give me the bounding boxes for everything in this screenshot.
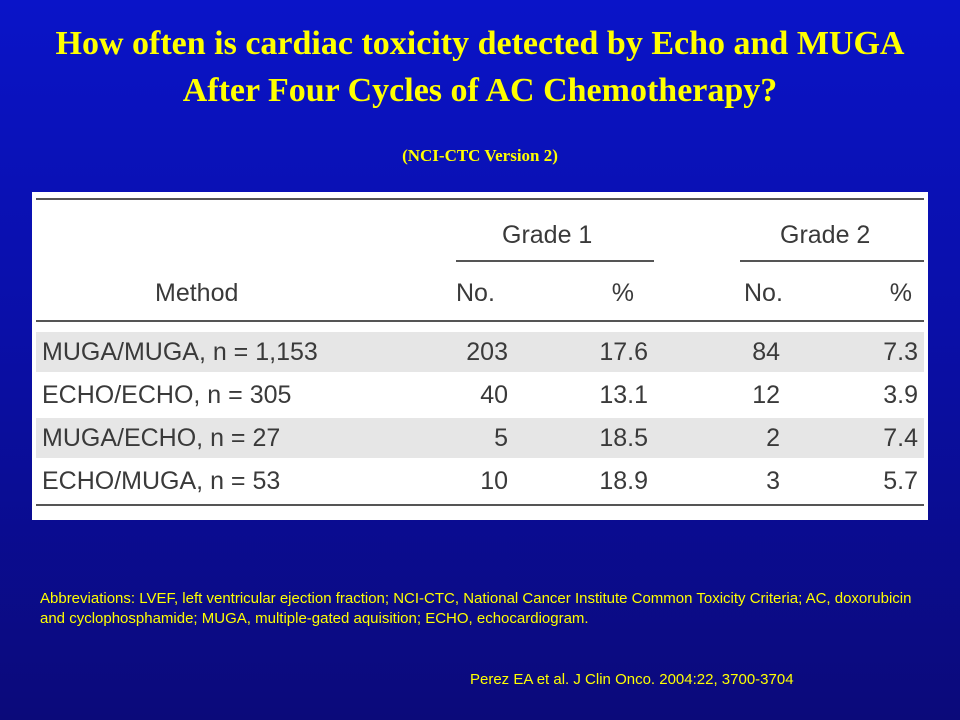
group-header-grade-1: Grade 1 <box>502 221 593 249</box>
table-row-1-grade-1-pct: 17.6 <box>599 338 648 366</box>
slide-subtitle: (NCI-CTC Version 2) <box>402 146 558 165</box>
column-header-grade-1-no: No. <box>456 279 495 307</box>
abbreviations-note: Abbreviations: LVEF, left ventricular ej… <box>40 590 912 627</box>
table-row-3-grade-1-no: 5 <box>494 424 508 452</box>
table-row-4-grade-1-no: 10 <box>480 467 508 495</box>
citation: Perez EA et al. J Clin Onco. 2004:22, 37… <box>470 671 794 688</box>
grade-1-underline <box>456 260 654 262</box>
table-row-1-grade-2-pct: 7.3 <box>883 338 918 366</box>
column-header-grade-2-no: No. <box>744 279 783 307</box>
group-header-grade-2: Grade 2 <box>780 221 871 249</box>
column-header-grade-1-pct: % <box>611 279 634 307</box>
table-row-3-grade-2-pct: 7.4 <box>883 424 918 452</box>
table-row-4-method: ECHO/MUGA, n = 53 <box>42 467 281 495</box>
table-row-1-grade-1-no: 203 <box>466 338 508 366</box>
table-row-3-grade-1-pct: 18.5 <box>599 424 648 452</box>
column-header-method: Method <box>155 279 239 307</box>
table-row-3-method: MUGA/ECHO, n = 27 <box>42 424 281 452</box>
table-bottom-rule <box>36 504 924 506</box>
table-row-3-grade-2-no: 2 <box>766 424 780 452</box>
table-row-4-grade-2-no: 3 <box>766 467 780 495</box>
table-row-4-grade-1-pct: 18.9 <box>599 467 648 495</box>
column-header-grade-2-pct: % <box>889 279 912 307</box>
table-row-2-method: ECHO/ECHO, n = 305 <box>42 381 292 409</box>
row-band-3 <box>36 418 924 458</box>
table-row-2-grade-2-no: 12 <box>752 381 780 409</box>
table-row-2-grade-1-pct: 13.1 <box>599 381 648 409</box>
slide-title-line-1: How often is cardiac toxicity detected b… <box>55 25 905 62</box>
table-row-1-grade-2-no: 84 <box>752 338 780 366</box>
row-band-1 <box>36 332 924 372</box>
table-row-1-method: MUGA/MUGA, n = 1,153 <box>42 338 318 366</box>
slide-title: How often is cardiac toxicity detected b… <box>0 20 960 114</box>
table-top-rule <box>36 198 924 200</box>
table-row-2-grade-2-pct: 3.9 <box>883 381 918 409</box>
grade-2-underline <box>740 260 924 262</box>
header-bottom-rule <box>36 320 924 322</box>
toxicity-table: Grade 1 Grade 2 Method No. % No. % MUGA/… <box>32 192 928 520</box>
table-row-4-grade-2-pct: 5.7 <box>883 467 918 495</box>
table-row-2-grade-1-no: 40 <box>480 381 508 409</box>
slide-title-line-2: After Four Cycles of AC Chemotherapy? <box>182 72 778 109</box>
